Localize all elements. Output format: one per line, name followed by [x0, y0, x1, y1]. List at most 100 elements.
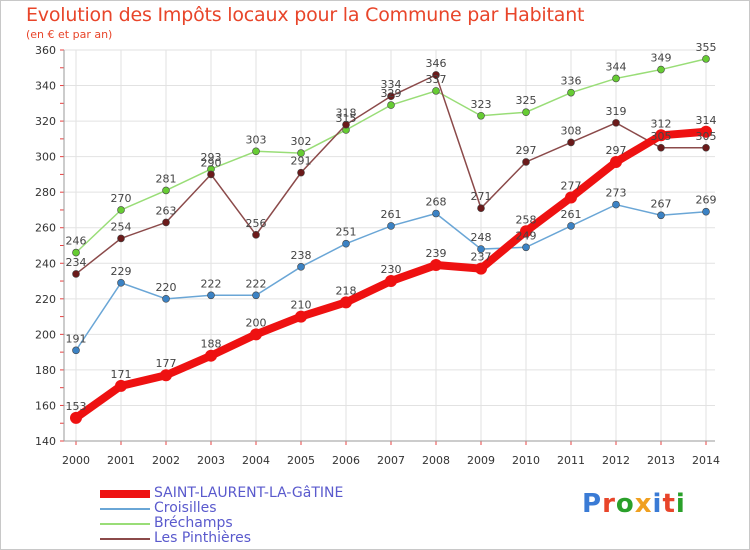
data-point [117, 279, 125, 287]
data-point [252, 291, 260, 300]
data-point [297, 263, 305, 271]
logo-letter: t [662, 489, 676, 519]
data-label: 314 [696, 114, 717, 127]
data-label: 336 [561, 75, 582, 88]
logo-letter: o [615, 489, 635, 519]
data-label: 246 [66, 235, 87, 248]
data-point [117, 206, 125, 214]
x-tick-label: 2010 [512, 454, 540, 467]
data-label: 271 [471, 190, 492, 203]
x-tick-label: 2008 [422, 454, 450, 467]
data-point [162, 295, 170, 303]
legend-swatch [100, 523, 150, 525]
data-point [387, 92, 395, 101]
data-point [297, 168, 305, 177]
data-point [205, 349, 217, 362]
x-tick-label: 2000 [62, 454, 90, 467]
data-label: 308 [561, 124, 582, 137]
data-point [297, 149, 305, 157]
x-tick-label: 2012 [602, 454, 630, 467]
data-point [295, 310, 307, 323]
data-label: 249 [516, 229, 537, 242]
data-label: 177 [156, 357, 177, 370]
data-label: 290 [201, 156, 222, 169]
data-point [657, 65, 665, 74]
data-point [252, 231, 260, 239]
data-label: 344 [606, 60, 627, 73]
data-label: 268 [426, 196, 447, 209]
data-label: 261 [561, 208, 582, 221]
data-point [207, 291, 215, 300]
x-tick-label: 2004 [242, 454, 270, 467]
legend-label: Les Pinthières [154, 530, 252, 546]
x-tick-label: 2011 [557, 454, 585, 467]
data-point [565, 191, 577, 204]
data-label: 229 [111, 265, 132, 278]
data-label: 312 [651, 117, 672, 130]
data-label: 337 [426, 73, 447, 86]
data-point [117, 234, 125, 243]
data-label: 291 [291, 155, 312, 168]
data-point [567, 88, 575, 97]
x-tick-label: 2001 [107, 454, 135, 467]
data-point [72, 346, 80, 355]
data-point [657, 211, 665, 220]
chart-subtitle: (en € et par an) [26, 28, 113, 41]
data-point [612, 119, 620, 127]
data-label: 273 [606, 187, 627, 200]
data-label: 349 [651, 52, 672, 65]
data-point [612, 200, 620, 209]
data-point [522, 243, 530, 252]
data-label: 256 [246, 217, 267, 230]
data-point [342, 120, 350, 129]
y-tick-label: 200 [35, 328, 56, 341]
data-label: 258 [516, 213, 537, 226]
data-label: 218 [336, 284, 357, 297]
data-label: 200 [246, 316, 267, 329]
data-point [567, 138, 575, 147]
data-label: 305 [696, 130, 717, 143]
data-label: 263 [156, 204, 177, 217]
logo-letter: i [652, 489, 663, 519]
data-label: 191 [66, 332, 87, 345]
data-point [432, 71, 440, 79]
data-point [160, 369, 172, 382]
x-tick-label: 2003 [197, 454, 225, 467]
data-point [72, 270, 80, 278]
y-tick-label: 140 [35, 435, 56, 448]
data-point [162, 218, 170, 227]
data-label: 210 [291, 299, 312, 312]
data-label: 346 [426, 57, 447, 70]
data-label: 188 [201, 338, 222, 351]
data-label: 222 [246, 277, 267, 290]
data-label: 222 [201, 277, 222, 290]
data-label: 297 [516, 144, 537, 157]
legend-label: Croisilles [154, 500, 217, 516]
data-label: 269 [696, 194, 717, 207]
legend-swatch [100, 508, 150, 510]
data-label: 220 [156, 281, 177, 294]
data-point [387, 222, 395, 230]
data-label: 329 [381, 87, 402, 100]
x-tick-label: 2005 [287, 454, 315, 467]
data-label: 251 [336, 226, 357, 239]
data-label: 334 [381, 78, 402, 91]
data-label: 270 [111, 192, 132, 205]
y-tick-label: 320 [35, 115, 56, 128]
y-tick-label: 360 [35, 44, 56, 57]
data-point [385, 275, 397, 288]
data-point [72, 248, 80, 257]
data-label: 297 [606, 144, 627, 157]
legend-swatch [100, 490, 150, 498]
data-point [702, 143, 710, 152]
data-label: 239 [426, 247, 447, 260]
data-label: 230 [381, 263, 402, 276]
data-label: 323 [471, 98, 492, 111]
y-tick-label: 220 [35, 293, 56, 306]
y-tick-label: 180 [35, 364, 56, 377]
y-tick-label: 160 [35, 399, 56, 412]
data-label: 281 [156, 172, 177, 185]
data-point [477, 204, 485, 212]
data-point [70, 411, 82, 424]
